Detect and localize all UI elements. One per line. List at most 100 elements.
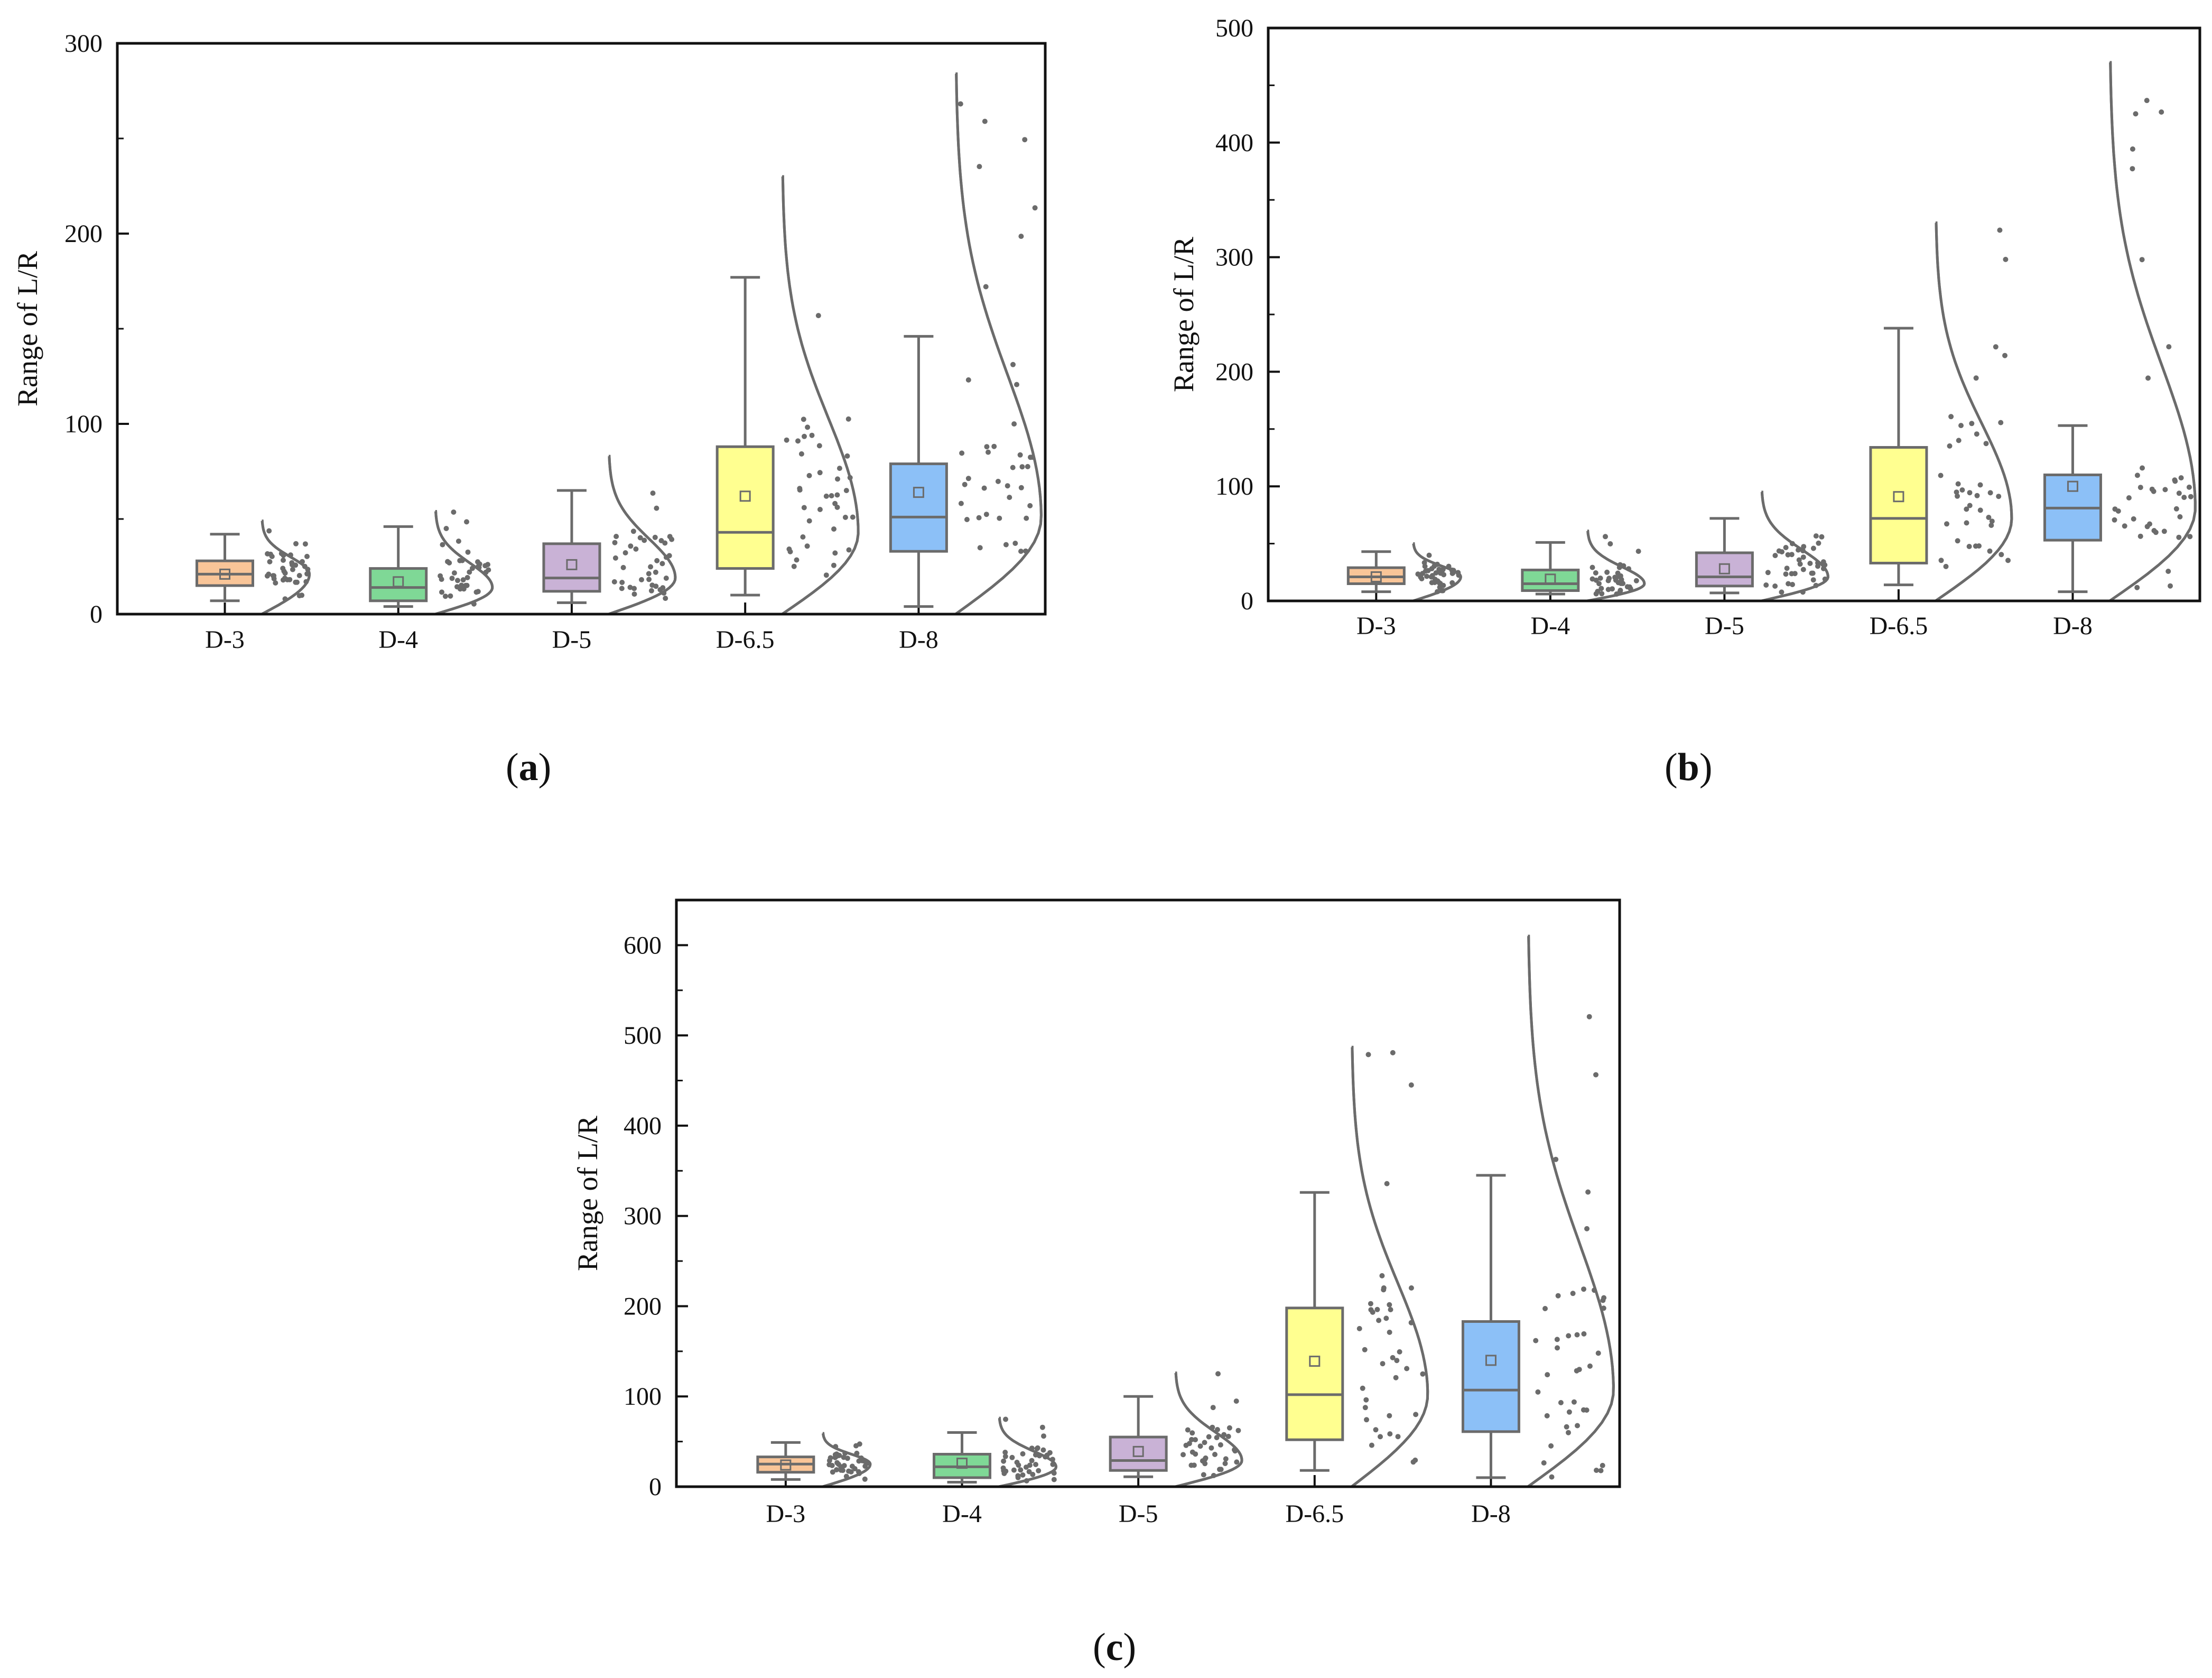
data-point bbox=[1533, 1338, 1539, 1343]
data-point bbox=[1581, 1331, 1587, 1337]
data-point bbox=[438, 573, 443, 579]
data-point bbox=[1214, 1427, 1220, 1432]
data-point bbox=[837, 466, 842, 471]
data-point bbox=[1387, 1329, 1392, 1335]
y-tick-label: 300 bbox=[1215, 244, 1253, 272]
data-point bbox=[958, 500, 964, 506]
data-point bbox=[1592, 1287, 1597, 1293]
data-point bbox=[1574, 1332, 1580, 1338]
data-point bbox=[2131, 516, 2136, 522]
data-point bbox=[1617, 589, 1623, 595]
data-point bbox=[997, 515, 1002, 521]
data-point bbox=[628, 543, 634, 549]
data-point bbox=[1379, 1273, 1385, 1278]
y-tick-label: 200 bbox=[1215, 358, 1253, 386]
data-point bbox=[834, 492, 840, 498]
distribution-curve bbox=[1935, 221, 2013, 602]
distribution-curve bbox=[434, 510, 494, 616]
x-tick-label: D-6.5 bbox=[1285, 1500, 1344, 1528]
data-point bbox=[1193, 1451, 1198, 1457]
caption-a: (a) bbox=[506, 745, 551, 790]
data-point bbox=[1964, 520, 1969, 526]
chart-panel-a: 0 100 200 300 Range of L/R D-3 D-4 D-5 D-6.5 D-8 bbox=[12, 30, 1047, 654]
data-point bbox=[648, 588, 654, 594]
x-tick-label: D-5 bbox=[552, 626, 592, 654]
data-point bbox=[1040, 1447, 1046, 1453]
data-point bbox=[304, 571, 310, 577]
data-point bbox=[1374, 1306, 1380, 1312]
data-point bbox=[1380, 1361, 1386, 1367]
data-point bbox=[1548, 1443, 1554, 1449]
data-point bbox=[1947, 443, 1953, 449]
caption-a-open: ( bbox=[506, 746, 519, 789]
data-point bbox=[1024, 515, 1029, 521]
data-point bbox=[846, 1468, 851, 1474]
data-point bbox=[1003, 1416, 1008, 1422]
data-point bbox=[1011, 421, 1017, 427]
data-point bbox=[842, 514, 848, 520]
data-point bbox=[1050, 1457, 1055, 1462]
data-point bbox=[983, 284, 989, 290]
data-point bbox=[1555, 1293, 1561, 1299]
data-point bbox=[1029, 455, 1035, 460]
data-point bbox=[1974, 493, 1980, 498]
x-tick-label: D-6.5 bbox=[1870, 612, 1928, 640]
data-point bbox=[1989, 518, 1995, 524]
data-point bbox=[1018, 234, 1024, 239]
data-point bbox=[1792, 571, 1798, 577]
distribution-outline bbox=[781, 175, 860, 616]
data-point bbox=[460, 577, 466, 583]
data-point bbox=[1426, 552, 1432, 558]
data-point bbox=[271, 573, 277, 579]
data-point bbox=[1023, 548, 1028, 554]
data-point bbox=[1387, 1302, 1392, 1308]
data-point bbox=[1017, 452, 1023, 458]
data-point bbox=[959, 450, 965, 456]
data-point bbox=[1193, 1437, 1198, 1443]
data-point bbox=[1010, 465, 1016, 470]
data-point bbox=[995, 478, 1001, 484]
data-point bbox=[850, 514, 856, 520]
data-point bbox=[843, 1473, 849, 1479]
data-point bbox=[1779, 549, 1785, 555]
data-point bbox=[1801, 544, 1807, 550]
data-point bbox=[1210, 1405, 1216, 1411]
data-point bbox=[303, 579, 309, 585]
data-point bbox=[302, 541, 308, 547]
data-point bbox=[823, 493, 829, 499]
data-point bbox=[622, 550, 628, 555]
data-point bbox=[1810, 570, 1816, 576]
data-point bbox=[475, 589, 481, 595]
data-point bbox=[840, 1468, 845, 1473]
data-point bbox=[2140, 465, 2145, 471]
data-point bbox=[1600, 1462, 1605, 1468]
data-point bbox=[1050, 1461, 1056, 1467]
y-tick-label: 100 bbox=[624, 1383, 662, 1411]
data-point bbox=[1397, 1349, 1402, 1355]
data-point bbox=[1373, 1427, 1379, 1433]
data-point bbox=[2134, 472, 2140, 478]
data-point bbox=[464, 582, 470, 588]
data-point bbox=[1800, 589, 1806, 595]
data-point bbox=[266, 528, 272, 534]
mean-marker bbox=[1893, 491, 1904, 503]
chart-panel-b: 0 100 200 300 400 500 Range of L/R D-3 D-4 D-5 D-6… bbox=[1168, 14, 2201, 640]
data-point bbox=[1010, 361, 1016, 367]
data-point bbox=[1051, 1477, 1057, 1482]
data-point bbox=[853, 1443, 859, 1449]
data-point bbox=[1955, 493, 1960, 499]
data-point bbox=[442, 594, 448, 599]
y-axis-label: Range of L/R bbox=[572, 1116, 603, 1271]
plot-frame bbox=[1267, 26, 2201, 602]
data-point bbox=[2168, 583, 2173, 589]
data-point bbox=[2153, 530, 2159, 535]
data-point bbox=[1026, 1469, 1032, 1475]
data-point bbox=[817, 470, 823, 476]
distribution-curve bbox=[1527, 934, 1615, 1488]
data-point bbox=[1023, 1464, 1029, 1470]
data-point bbox=[1796, 547, 1801, 553]
data-point bbox=[2115, 508, 2121, 514]
data-point bbox=[1222, 1461, 1228, 1467]
data-point bbox=[1027, 503, 1033, 508]
data-point bbox=[1019, 464, 1025, 470]
